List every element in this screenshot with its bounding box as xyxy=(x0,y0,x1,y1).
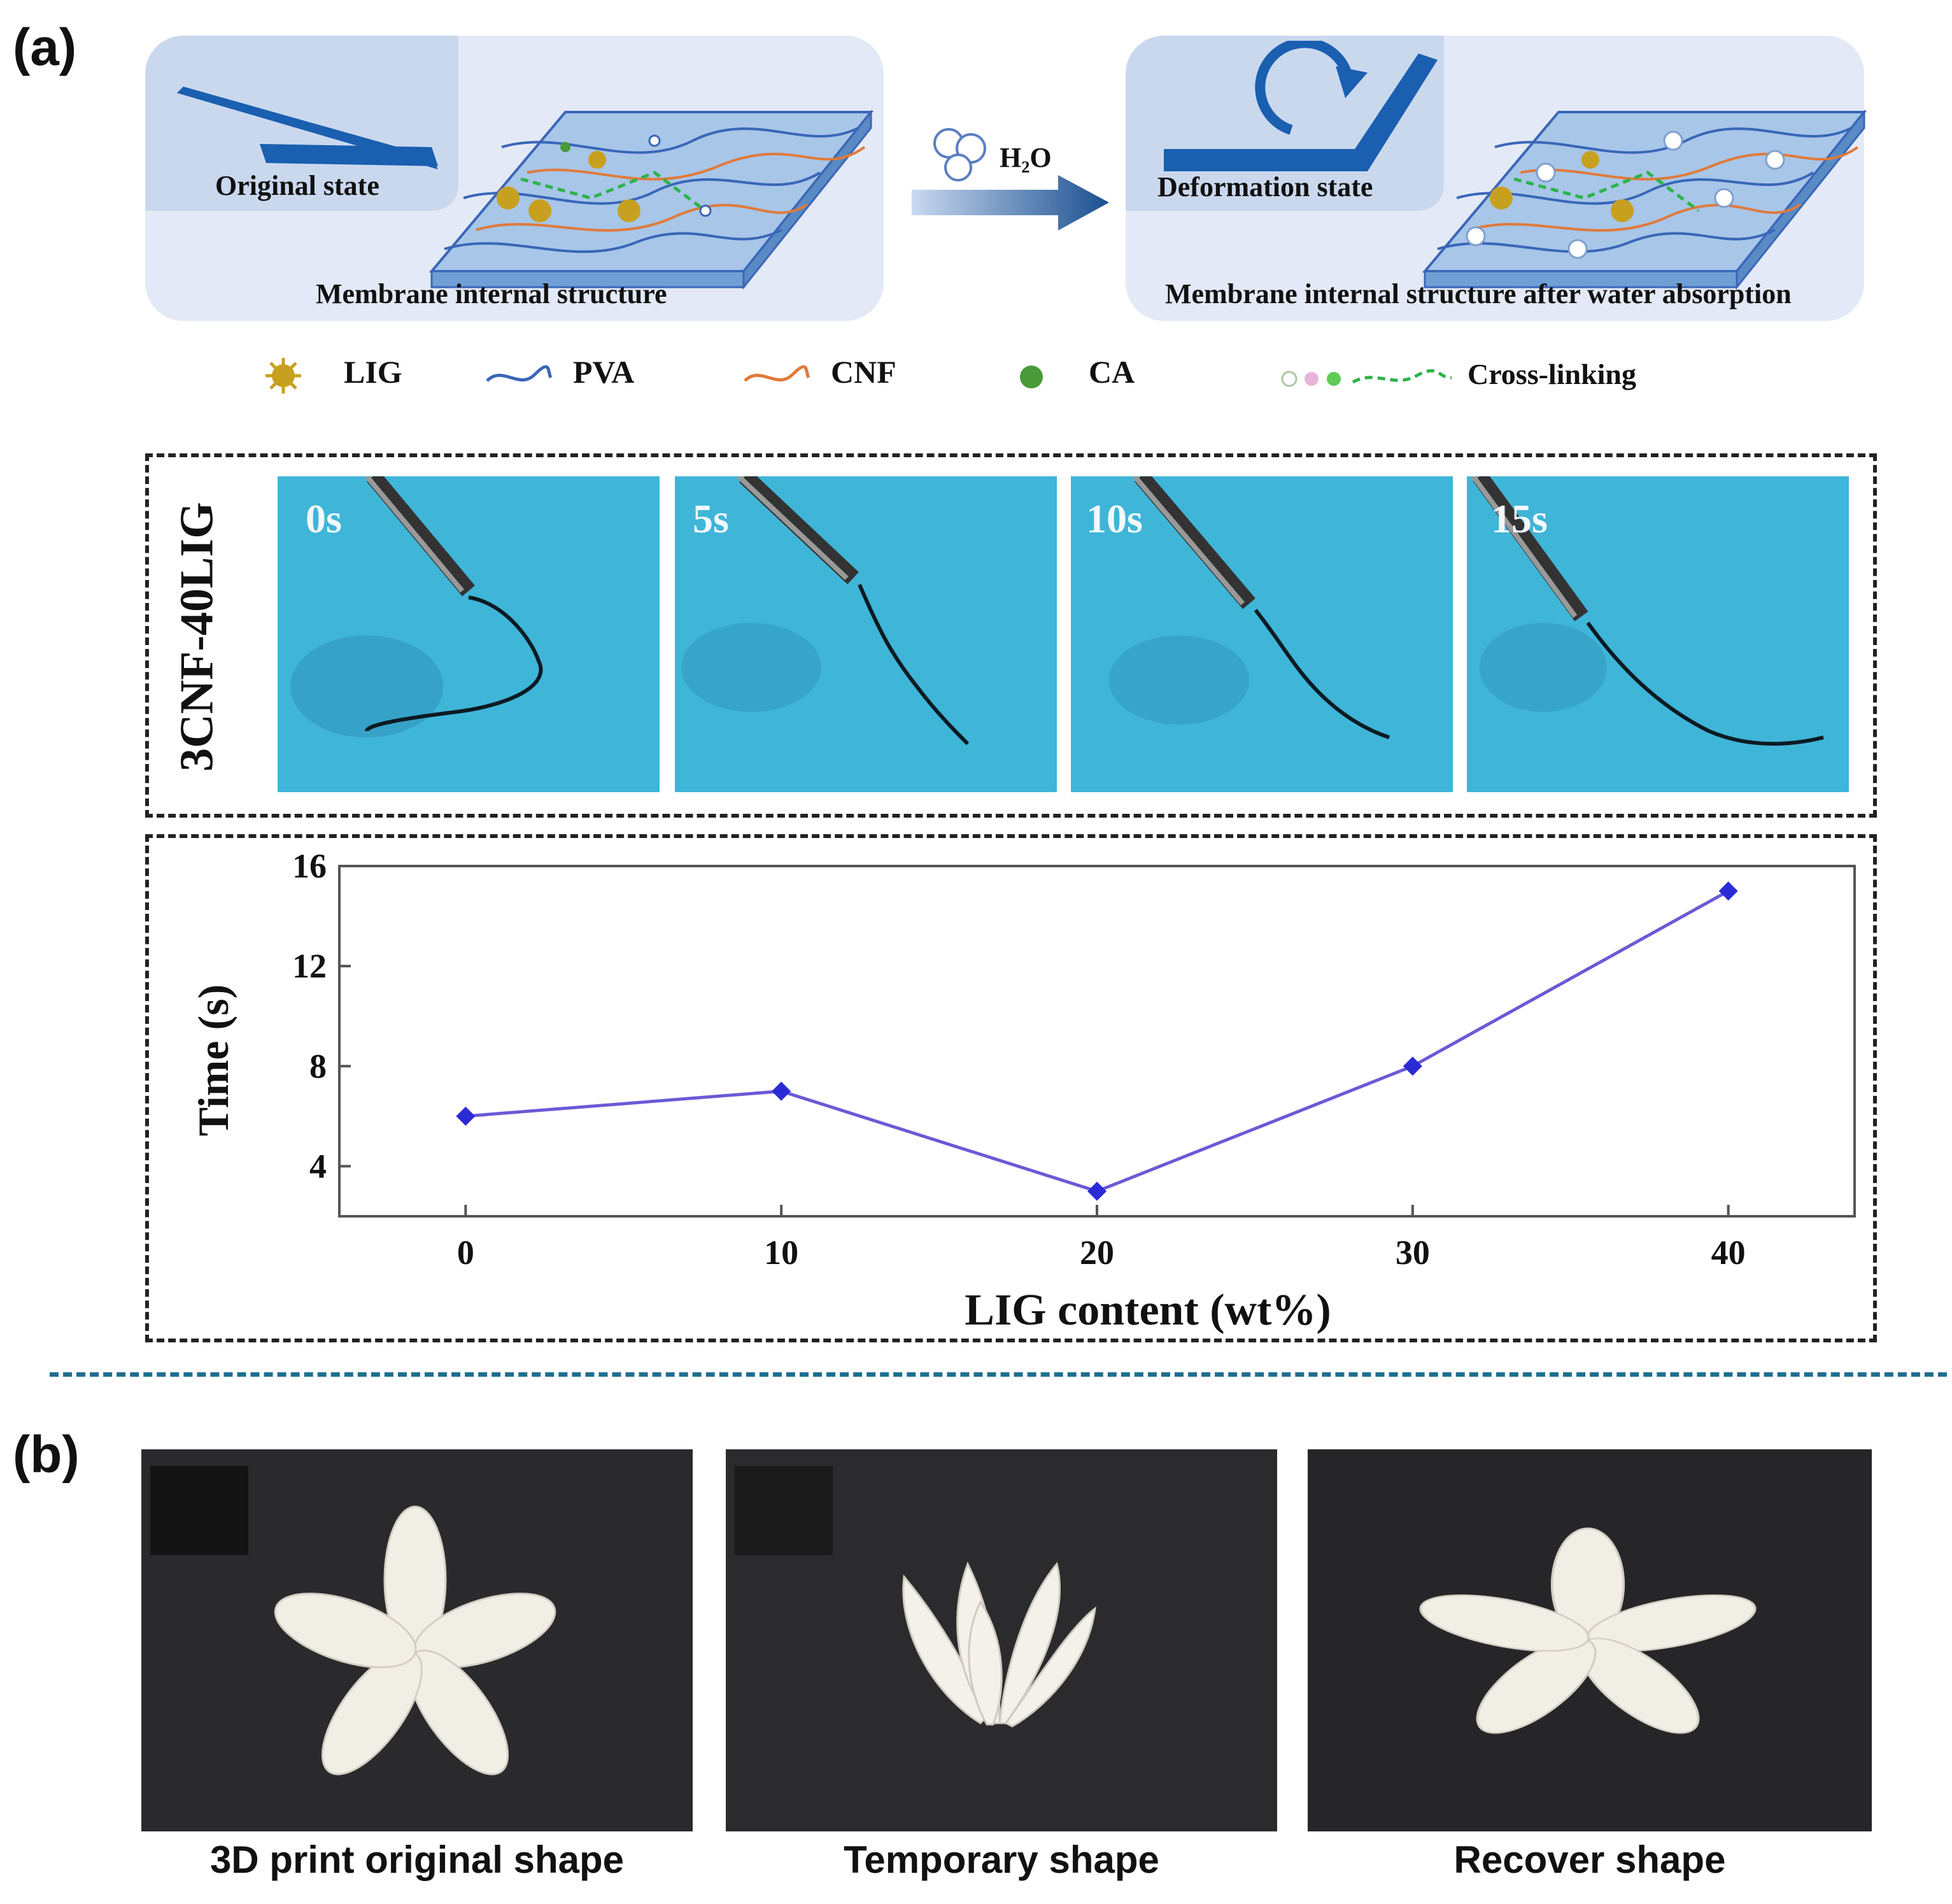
data-point-diamond xyxy=(772,1081,791,1101)
deformation-state-schematic: Deformation state Membrane internal stru… xyxy=(1126,36,1867,321)
photo-corner-block xyxy=(150,1466,248,1555)
timelapse-frame-0s: 0s xyxy=(278,476,660,792)
membrane-structure-caption: Membrane internal structure xyxy=(316,278,667,309)
deformation-state-caption: Deformation state xyxy=(1157,171,1373,202)
caption-temporary-shape: Temporary shape xyxy=(844,1838,1159,1881)
data-point-diamond xyxy=(456,1106,476,1126)
data-point-diamond xyxy=(1718,881,1738,901)
photo-original-shape xyxy=(141,1449,693,1831)
photo-temporary-shape xyxy=(726,1449,1277,1831)
original-strip-graphic xyxy=(177,87,438,169)
y-tick-label: 16 xyxy=(292,847,327,885)
x-tick-label: 20 xyxy=(1080,1233,1114,1272)
flower-closed-graphic xyxy=(902,1561,1096,1728)
x-tick-label: 10 xyxy=(764,1233,798,1272)
timelapse-frame-10s: 10s xyxy=(1071,476,1453,792)
series-line xyxy=(465,890,1729,1193)
film-graphic xyxy=(1109,476,1390,739)
legend-label-lig: LIG xyxy=(344,354,402,390)
x-axis-label: LIG content (wt%) xyxy=(965,1286,1331,1335)
line-chart: 4 8 12 16 0 10 20 30 40 LIG content (wt%) Time (s) xyxy=(189,847,1856,1335)
water-label: H₂O xyxy=(1000,142,1052,173)
cnf-line-icon xyxy=(744,365,810,382)
membrane-after-absorption-graphic xyxy=(1422,109,1867,290)
y-tick-label: 8 xyxy=(309,1047,327,1085)
film-graphic xyxy=(681,476,970,746)
data-point-diamond xyxy=(1403,1056,1422,1076)
plot-frame xyxy=(338,865,1856,1218)
photo-corner-block xyxy=(735,1466,833,1555)
film-graphic xyxy=(1471,476,1824,746)
timelapse-box xyxy=(145,453,1877,818)
membrane-after-absorption-caption: Membrane internal structure after water … xyxy=(1165,278,1792,309)
membrane-structure-graphic xyxy=(428,109,874,290)
panel-a-label: (a) xyxy=(13,18,77,76)
timelapse-time-label: 10s xyxy=(1086,496,1143,541)
y-tick-label: 4 xyxy=(309,1147,327,1185)
timelapse-frame-15s: 15s xyxy=(1467,476,1849,792)
lig-particle-icon xyxy=(265,358,301,394)
legend-label-cnf: CNF xyxy=(831,354,896,390)
timelapse-sample-label: 3CNF-40LIG xyxy=(171,502,223,772)
film-graphic xyxy=(290,476,543,737)
x-tick-label: 40 xyxy=(1711,1233,1746,1272)
timelapse-time-label: 15s xyxy=(1491,496,1548,541)
legend-label-cross-linking: Cross-linking xyxy=(1468,358,1637,390)
pva-line-icon xyxy=(486,365,553,382)
deformed-strip-graphic xyxy=(1164,41,1438,171)
legend-label-ca: CA xyxy=(1089,354,1135,390)
timelapse-time-label: 0s xyxy=(306,496,342,541)
cross-linking-icon xyxy=(1281,369,1452,387)
chart-box xyxy=(145,834,1877,1342)
y-axis-label: Time (s) xyxy=(189,984,237,1137)
timelapse-frame-5s: 5s xyxy=(675,476,1057,792)
x-tick-label: 30 xyxy=(1396,1233,1430,1272)
x-tick-label: 0 xyxy=(457,1233,474,1272)
timelapse-time-label: 5s xyxy=(693,496,729,541)
panel-separator xyxy=(50,1372,1947,1377)
legend-label-pva: PVA xyxy=(573,354,635,390)
schematic-legend: LIG PVA CNF CA Cross-linking xyxy=(261,353,1725,404)
data-point-diamond xyxy=(1087,1181,1107,1201)
original-state-caption: Original state xyxy=(215,170,379,201)
y-tick-label: 12 xyxy=(292,947,327,985)
flower-flat-graphic xyxy=(274,1505,556,1775)
ca-dot-icon xyxy=(1020,366,1043,388)
flower-recovered-graphic xyxy=(1419,1527,1757,1734)
caption-recover-shape: Recover shape xyxy=(1453,1838,1726,1881)
photo-recover-shape xyxy=(1308,1449,1872,1831)
original-state-schematic: Original state Membrane internal structu… xyxy=(145,36,884,321)
water-droplet-icon xyxy=(933,128,986,181)
panel-b-label: (b) xyxy=(13,1426,80,1484)
transition-arrow-icon xyxy=(912,175,1109,231)
caption-original-shape: 3D print original shape xyxy=(209,1838,625,1881)
